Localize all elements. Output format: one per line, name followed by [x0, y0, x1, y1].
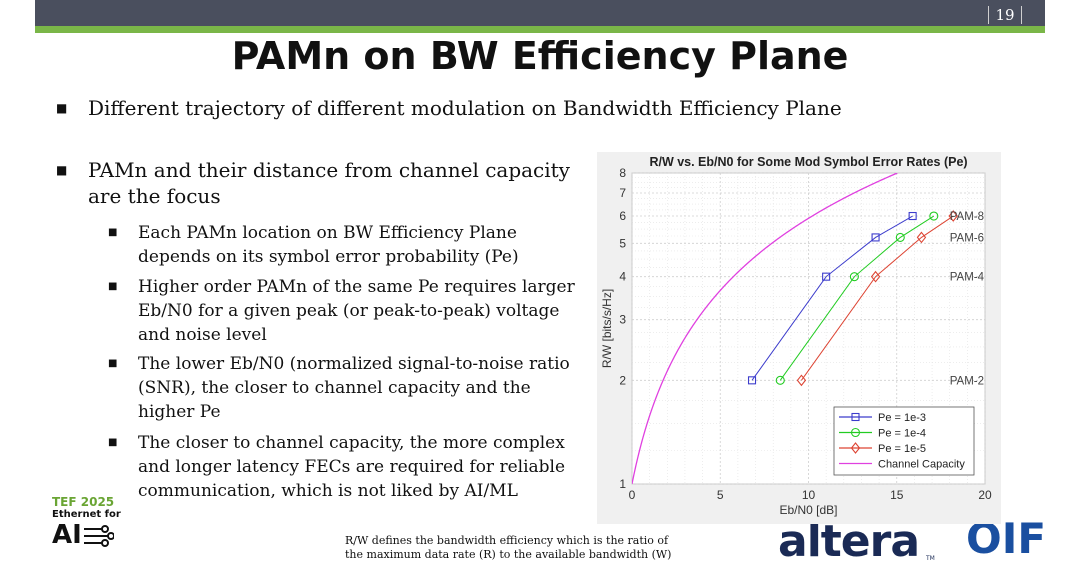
y-tick-label: 1	[619, 477, 626, 491]
slide-number: 19	[988, 6, 1022, 24]
footnote-line-2: the maximum data rate (R) to the availab…	[345, 548, 672, 561]
y-tick-label: 2	[619, 373, 626, 387]
legend-label: Pe = 1e-3	[878, 412, 926, 424]
legend-label: Pe = 1e-4	[878, 428, 926, 440]
y-tick-label: 5	[619, 236, 626, 250]
y-axis-label: R/W [bits/s/Hz]	[600, 289, 614, 368]
tef-logo-tagline: Ethernet for	[52, 509, 121, 520]
tef-logo: TEF 2025 Ethernet for AI	[52, 496, 124, 560]
x-tick-label: 20	[978, 488, 992, 502]
series-line-1	[751, 215, 913, 381]
legend-marker	[850, 442, 861, 454]
bullet-1-text: Different trajectory of different modula…	[88, 96, 842, 120]
top-bar	[35, 0, 1045, 26]
chart-title: R/W vs. Eb/N0 for Some Mod Symbol Error …	[649, 155, 967, 169]
data-point	[948, 210, 958, 222]
bullet-square-icon: ■	[108, 358, 118, 369]
tef-logo-ai: AI	[52, 521, 124, 549]
y-tick-label: 8	[619, 166, 626, 180]
altera-logo: altera	[778, 516, 920, 567]
y-tick-label: 6	[619, 209, 626, 223]
legend-label: Channel Capacity	[878, 459, 965, 471]
data-point	[822, 272, 831, 281]
accent-line	[35, 26, 1045, 33]
data-point	[895, 232, 905, 242]
legend-marker	[851, 412, 860, 422]
footnote: R/W defines the bandwidth efficiency whi…	[345, 534, 671, 562]
bullet-square-icon: ■	[108, 437, 118, 448]
bullet-square-icon: ■	[108, 227, 118, 238]
y-tick-label: 4	[619, 270, 626, 284]
x-tick-label: 15	[890, 488, 904, 502]
circuit-icon	[83, 524, 115, 547]
y-tick-label: 3	[619, 313, 626, 327]
x-axis-label: Eb/N0 [dB]	[779, 503, 837, 517]
data-point	[929, 211, 939, 221]
chart: 0 5 10 15 20 1 2 3 4 5 6 7 8 R/W vs. Eb/N0 for Some M…	[597, 152, 1001, 524]
series-line-3	[801, 215, 954, 381]
sub-bullet-2-text: Higher order PAMn of the same Pe require…	[138, 277, 575, 345]
annotation-label: PAM-8	[950, 211, 984, 223]
footnote-line-1: R/W defines the bandwidth efficiency whi…	[345, 534, 669, 547]
data-point	[871, 233, 880, 242]
x-tick-label: 10	[802, 488, 816, 502]
series-line-2	[779, 215, 935, 381]
slide-title: PAMn on BW Efficiency Plane	[231, 34, 849, 78]
data-point	[775, 375, 785, 385]
bullet-square-icon: ■	[56, 163, 68, 177]
altera-trademark: TM	[926, 555, 935, 562]
bullet-square-icon: ■	[56, 101, 68, 115]
data-point	[870, 270, 881, 283]
annotation-label: PAM-4	[950, 272, 985, 284]
data-point	[849, 272, 859, 282]
data-point	[916, 231, 927, 244]
sub-bullet-4-text: The closer to channel capacity, the more…	[138, 433, 566, 501]
tef-logo-ai-text: AI	[52, 520, 82, 550]
chart-panel: 0 5 10 15 20 1 2 3 4 5 6 7 8 R/W vs. Eb/N0 for Some M…	[597, 152, 1001, 524]
legend-label: Pe = 1e-5	[878, 443, 926, 455]
y-tick-label: 7	[619, 186, 626, 200]
bullet-2-text: PAMn and their distance from channel cap…	[88, 158, 570, 208]
legend-marker	[850, 427, 861, 438]
x-tick-label: 0	[629, 488, 636, 502]
series-channel-capacity-line	[632, 173, 898, 484]
annotation-label: PAM-6	[950, 232, 984, 244]
x-tick-label: 5	[717, 488, 724, 502]
data-point	[796, 374, 807, 387]
data-point	[747, 376, 757, 385]
tef-logo-year: TEF 2025	[52, 495, 115, 509]
bullet-square-icon: ■	[108, 281, 118, 292]
sub-bullet-3-text: The lower Eb/N0 (normalized signal-to-no…	[138, 354, 570, 422]
annotation-label: PAM-2	[950, 375, 984, 387]
sub-bullet-1-text: Each PAMn location on BW Efficiency Plan…	[138, 223, 519, 267]
data-point	[908, 211, 917, 221]
